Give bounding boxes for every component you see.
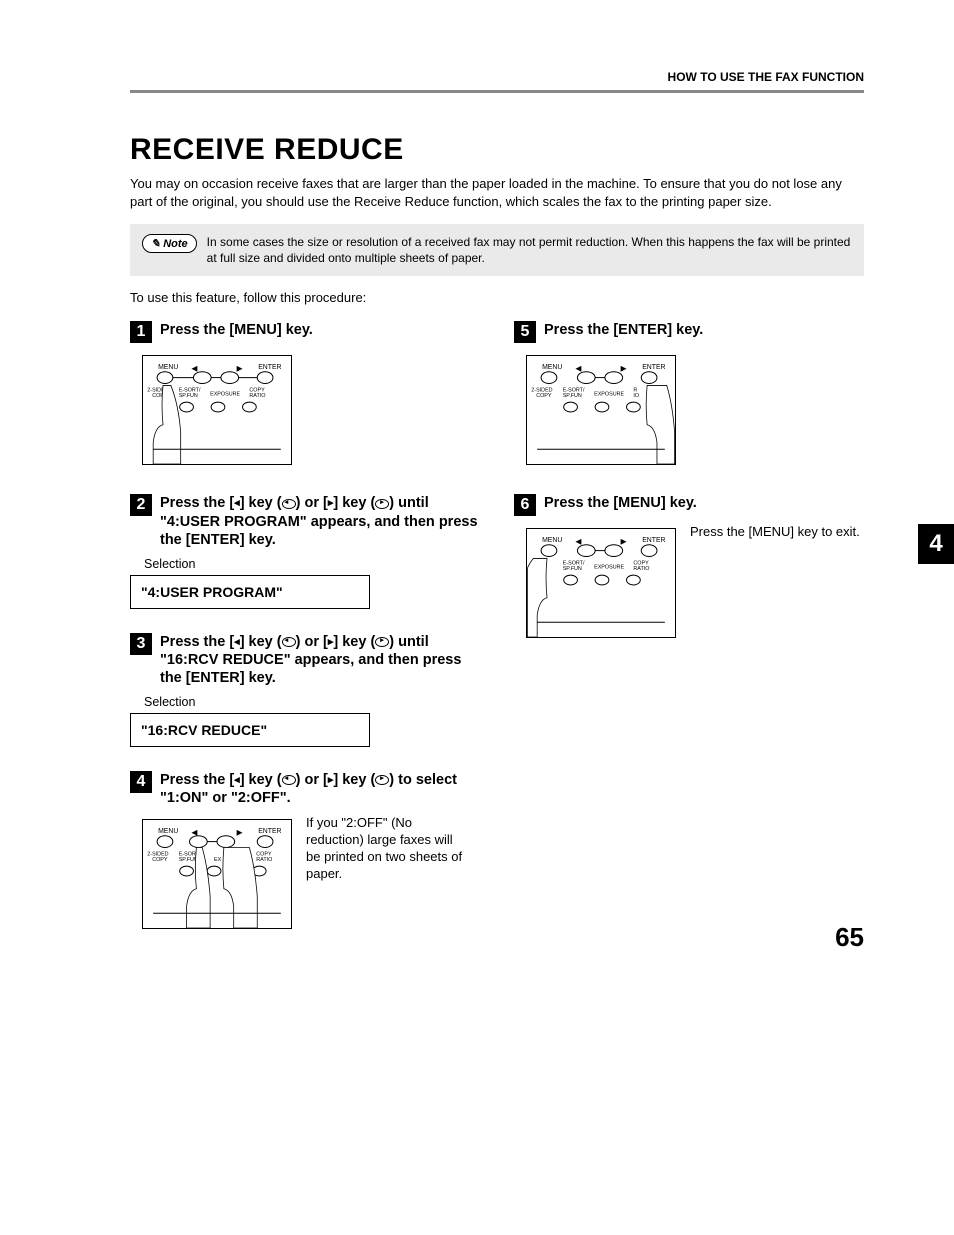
step-4: 4 Press the [◂] key () or [▸] key () to … (130, 771, 480, 929)
right-column: 5 Press the [ENTER] key. MENU ENTER 2-SI… (514, 321, 864, 662)
control-panel-diagram: MENU ENTER 2-SIDED COPY E-SORT/ SP.FUN E… (142, 355, 292, 465)
pencil-icon: ✎ (151, 237, 160, 250)
right-oval-icon (375, 499, 389, 509)
selection-display: "16:RCV REDUCE" (130, 713, 370, 747)
svg-text:ENTER: ENTER (642, 537, 665, 544)
step-6: 6 Press the [MENU] key. MENU ENTER (514, 494, 864, 638)
note-box: ✎ Note In some cases the size or resolut… (130, 224, 864, 276)
step-title: Press the [◂] key () or [▸] key () until… (160, 494, 480, 548)
svg-text:MENU: MENU (542, 537, 562, 544)
left-oval-icon (282, 637, 296, 647)
right-oval-icon (375, 775, 389, 785)
svg-text:RATIO: RATIO (249, 394, 265, 400)
left-oval-icon (282, 499, 296, 509)
header-rule (130, 90, 864, 93)
svg-text:EXPOSURE: EXPOSURE (594, 565, 624, 571)
step-3: 3 Press the [◂] key () or [▸] key () unt… (130, 633, 480, 747)
step-number: 3 (130, 633, 152, 655)
note-badge: ✎ Note (142, 234, 197, 253)
step-number: 4 (130, 771, 152, 793)
svg-text:MENU: MENU (158, 828, 178, 835)
svg-text:EXPOSURE: EXPOSURE (594, 392, 624, 398)
intro-paragraph: You may on occasion receive faxes that a… (130, 175, 864, 210)
svg-text:SP.FUN: SP.FUN (179, 394, 198, 400)
svg-text:EX: EX (214, 858, 222, 864)
svg-text:EXPOSURE: EXPOSURE (210, 392, 240, 398)
svg-text:ENTER: ENTER (258, 364, 281, 371)
svg-text:MENU: MENU (158, 364, 178, 371)
svg-text:SP.FUN: SP.FUN (563, 394, 582, 400)
svg-text:ENTER: ENTER (642, 364, 665, 371)
control-panel-diagram: MENU ENTER ED Y E-SORT/ SP.FUN EXPOSU (526, 528, 676, 638)
svg-text:MENU: MENU (542, 364, 562, 371)
columns: 1 Press the [MENU] key. MENU ENTER 2-SID… (130, 321, 864, 953)
svg-text:COPY: COPY (152, 858, 168, 864)
running-header: HOW TO USE THE FAX FUNCTION (130, 70, 864, 84)
control-panel-diagram: MENU ENTER 2-SIDED COPY E-SORT/ SP.FUN (142, 819, 292, 929)
svg-text:RATIO: RATIO (633, 567, 649, 573)
control-panel-diagram: MENU ENTER 2-SIDED COPY E-SORT/ SP.FUN E… (526, 355, 676, 465)
step-2: 2 Press the [◂] key () or [▸] key () unt… (130, 494, 480, 608)
left-column: 1 Press the [MENU] key. MENU ENTER 2-SID… (130, 321, 480, 953)
step-1: 1 Press the [MENU] key. MENU ENTER 2-SID… (130, 321, 480, 470)
step-title: Press the [ENTER] key. (544, 321, 703, 339)
right-oval-icon (375, 637, 389, 647)
svg-text:IO: IO (633, 394, 639, 400)
left-oval-icon (282, 775, 296, 785)
step-body-text: Press the [MENU] key to exit. (690, 524, 860, 541)
step-title: Press the [MENU] key. (160, 321, 313, 339)
page-title: RECEIVE REDUCE (130, 133, 864, 167)
page-number: 65 (835, 922, 864, 953)
note-label: Note (163, 238, 187, 250)
step-number: 1 (130, 321, 152, 343)
selection-label: Selection (144, 695, 480, 709)
step-number: 2 (130, 494, 152, 516)
svg-text:COPY: COPY (536, 394, 552, 400)
step-5: 5 Press the [ENTER] key. MENU ENTER 2-SI… (514, 321, 864, 470)
note-text: In some cases the size or resolution of … (207, 234, 852, 266)
step-title: Press the [◂] key () or [▸] key () until… (160, 633, 480, 687)
step-body-text: If you "2:OFF" (No reduction) large faxe… (306, 815, 466, 883)
svg-text:ENTER: ENTER (258, 828, 281, 835)
page: HOW TO USE THE FAX FUNCTION RECEIVE REDU… (0, 0, 954, 993)
step-number: 6 (514, 494, 536, 516)
svg-text:SP.FUN: SP.FUN (179, 858, 198, 864)
svg-text:RATIO: RATIO (256, 858, 272, 864)
selection-label: Selection (144, 557, 480, 571)
step-title: Press the [◂] key () or [▸] key () to se… (160, 771, 480, 807)
svg-text:SP.FUN: SP.FUN (563, 567, 582, 573)
selection-display: "4:USER PROGRAM" (130, 575, 370, 609)
step-number: 5 (514, 321, 536, 343)
step-title: Press the [MENU] key. (544, 494, 697, 512)
chapter-tab: 4 (918, 524, 954, 564)
lead-text: To use this feature, follow this procedu… (130, 290, 864, 305)
